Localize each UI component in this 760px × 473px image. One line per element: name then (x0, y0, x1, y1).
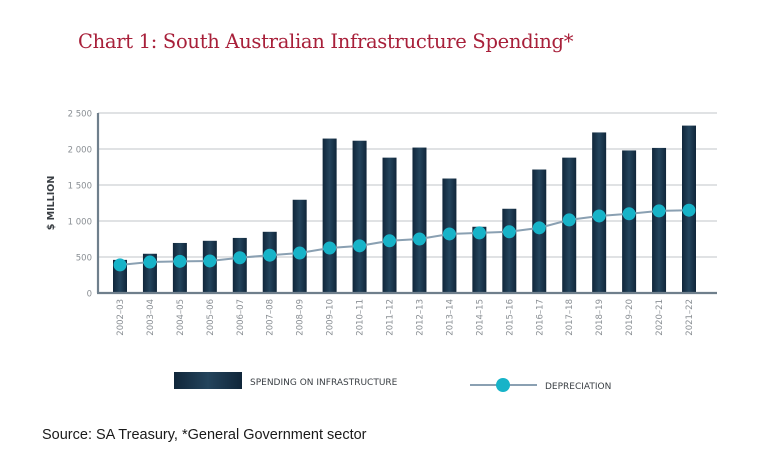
bars (113, 125, 696, 293)
legend-swatch-bar (174, 372, 242, 389)
x-tick-label: 2010–11 (356, 299, 366, 336)
depreciation-point-2020–21 (652, 204, 666, 218)
x-tick-label: 2006–07 (236, 299, 246, 336)
x-tick-label: 2021–22 (685, 299, 695, 336)
depreciation-point-2021–22 (682, 203, 696, 217)
bar-2019–20 (622, 150, 637, 293)
x-tick-labels: 2002–03 2003–04 2004–05 2005–06 2006–07 2007–… (116, 299, 695, 336)
y-tick-label: 0 (87, 290, 92, 300)
x-tick-label: 2017–18 (565, 299, 575, 336)
x-tick-label: 2002–03 (116, 299, 126, 336)
bar-2014–15 (472, 226, 487, 293)
x-tick-label: 2012–13 (415, 299, 425, 336)
depreciation-point-2007–08 (263, 248, 277, 262)
bar-2012–13 (412, 147, 427, 293)
legend-item-spending: SPENDING ON INFRASTRUCTURE (174, 372, 398, 389)
bar-2015–16 (502, 208, 517, 293)
bar-2007–08 (262, 231, 277, 293)
x-tick-label: 2019–20 (625, 299, 635, 336)
y-tick-label: 500 (76, 254, 92, 264)
y-tick-label: 2 500 (68, 110, 92, 120)
depreciation-point-2004–05 (173, 254, 187, 268)
depreciation-point-2016–17 (532, 221, 546, 235)
bar-2020–21 (652, 147, 667, 293)
x-tick-label: 2005–06 (206, 299, 216, 336)
x-tick-label: 2015–16 (505, 299, 515, 336)
depreciation-point-2002–03 (113, 258, 127, 272)
x-tick-label: 2009–10 (326, 299, 336, 336)
legend-label-spending: SPENDING ON INFRASTRUCTURE (250, 378, 398, 388)
legend-swatch-marker (496, 378, 510, 392)
y-axis-label: $ MILLION (46, 176, 57, 231)
chart-title: Chart 1: South Australian Infrastructure… (78, 30, 574, 53)
depreciation-point-2017–18 (562, 213, 576, 227)
source-note: Source: SA Treasury, *General Government… (42, 427, 367, 443)
legend-label-depreciation: DEPRECIATION (545, 382, 611, 392)
depreciation-point-2018–19 (592, 209, 606, 223)
y-tick-label: 1 000 (68, 218, 92, 228)
bar-2006–07 (232, 237, 247, 293)
x-tick-label: 2013–14 (445, 299, 455, 336)
x-tick-label: 2020–21 (655, 299, 665, 336)
bar-2008–09 (292, 199, 307, 293)
x-tick-label: 2011–12 (386, 299, 396, 336)
x-tick-label: 2004–05 (176, 299, 186, 336)
x-tick-label: 2007–08 (266, 299, 276, 336)
depreciation-point-2013–14 (442, 227, 456, 241)
x-tick-label: 2008–09 (296, 299, 306, 336)
depreciation-point-2011–12 (383, 234, 397, 248)
depreciation-point-2012–13 (412, 232, 426, 246)
x-tick-label: 2014–15 (475, 299, 485, 336)
depreciation-point-2015–16 (502, 225, 516, 239)
gridlines (98, 112, 717, 258)
y-tick-label: 1 500 (68, 182, 92, 192)
depreciation-point-2003–04 (143, 255, 157, 269)
bar-2004–05 (172, 242, 187, 293)
x-tick-label: 2018–19 (595, 299, 605, 336)
depreciation-point-2008–09 (293, 246, 307, 260)
y-tick-labels: 0 500 1 000 1 500 2 000 2 500 (68, 110, 92, 300)
depreciation-line (113, 203, 696, 272)
depreciation-point-2014–15 (472, 226, 486, 240)
bar-2009–10 (322, 138, 337, 293)
legend: SPENDING ON INFRASTRUCTURE DEPRECIATION (174, 372, 611, 392)
bar-2011–12 (382, 157, 397, 293)
y-tick-label: 2 000 (68, 146, 92, 156)
bar-2010–11 (352, 140, 367, 293)
depreciation-point-2019–20 (622, 207, 636, 221)
x-tick-label: 2003–04 (146, 299, 156, 336)
depreciation-point-2009–10 (323, 241, 337, 255)
depreciation-point-2006–07 (233, 251, 247, 265)
x-tick-label: 2016–17 (535, 299, 545, 336)
depreciation-point-2005–06 (203, 254, 217, 268)
legend-item-depreciation: DEPRECIATION (470, 378, 611, 392)
depreciation-point-2010–11 (353, 239, 367, 253)
